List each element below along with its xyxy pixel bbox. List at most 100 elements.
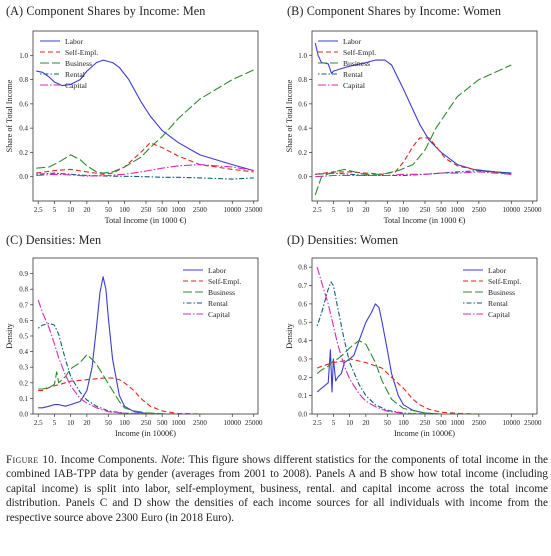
- x-tick-label: 250: [420, 419, 431, 427]
- series-line-rental: [36, 172, 254, 180]
- plot-frame: [32, 30, 259, 202]
- series-line-business: [38, 354, 179, 414]
- x-tick-label: 100: [398, 419, 409, 427]
- panel-a-prefix: (A): [6, 4, 24, 18]
- figure-title: Income Components.: [60, 454, 158, 466]
- x-tick-label: 10000: [503, 419, 521, 427]
- legend-label: Business: [488, 288, 515, 297]
- x-tick-label: 5: [53, 419, 57, 427]
- y-tick-label: 0.5: [298, 319, 307, 327]
- x-tick-label: 50: [105, 206, 113, 214]
- series-line-self-empl-: [316, 358, 479, 414]
- x-tick-label: 5: [332, 206, 336, 214]
- series-line-business: [36, 69, 254, 174]
- legend-label: Self-Empl.: [488, 277, 521, 286]
- legend-label: Labor: [208, 266, 227, 275]
- y-tick-label: 0.1: [19, 395, 28, 403]
- y-tick-label: 0.8: [298, 264, 307, 272]
- x-tick-label: 2.5: [313, 419, 322, 427]
- y-tick-label: 0.2: [298, 374, 307, 382]
- y-tick-label: 0.8: [298, 76, 307, 84]
- x-tick-label: 10: [346, 206, 354, 214]
- x-tick-label: 5: [332, 419, 336, 427]
- y-tick-label: 0.0: [19, 173, 28, 181]
- plot-frame: [311, 30, 538, 202]
- y-tick-label: 0.0: [298, 173, 307, 181]
- x-tick-label: 2500: [472, 206, 487, 214]
- x-tick-label: 25000: [524, 419, 542, 427]
- y-tick-label: 0.4: [298, 125, 307, 133]
- y-tick-label: 0.4: [19, 125, 28, 133]
- x-axis-label: Income (in 1000€): [394, 429, 455, 438]
- chart-b: 2.5 5 10 20 50 100 250 500 1000 2500 10000 25000 0.0…: [285, 30, 542, 225]
- panel-b-title: (B) Component Shares by Income: Women: [287, 4, 501, 19]
- legend-label: Rental: [343, 70, 363, 79]
- y-tick-label: 0.9: [19, 270, 28, 278]
- y-tick-label: 0.8: [19, 76, 28, 84]
- y-tick-label: 0.1: [298, 392, 307, 400]
- x-tick-label: 10: [346, 419, 354, 427]
- series-line-labor: [314, 42, 512, 174]
- x-tick-label: 1000: [171, 206, 186, 214]
- series-line-rental: [37, 322, 163, 414]
- y-axis-label: Share of Total Income: [285, 79, 294, 152]
- x-tick-label: 100: [119, 206, 130, 214]
- y-tick-label: 0.2: [19, 379, 28, 387]
- series-line-rental: [316, 281, 426, 414]
- x-tick-label: 25000: [245, 419, 263, 427]
- series-line-capital: [37, 299, 163, 414]
- x-tick-label: 20: [362, 206, 370, 214]
- y-tick-label: 0.3: [298, 355, 307, 363]
- y-tick-label: 0.6: [19, 100, 28, 108]
- x-tick-label: 250: [141, 206, 152, 214]
- legend-label: Rental: [65, 70, 85, 79]
- x-tick-label: 2500: [193, 419, 208, 427]
- legend-label: Business: [65, 59, 92, 68]
- y-tick-label: 0.3: [19, 364, 28, 372]
- panel-b-title-text: Component Shares by Income: Women: [306, 4, 502, 18]
- charts-canvas: 2.5 5 10 20 50 100 250 500 1000 2500 10000 250000.0…: [5, 30, 542, 438]
- panel-d-title-text: Densities: Women: [307, 233, 399, 247]
- x-tick-label: 250: [141, 419, 152, 427]
- chart-c: 2.5 5 10 20 50 100 250 500 1000 2500 10000 25000 0.0…: [5, 257, 263, 438]
- legend-label: Capital: [488, 310, 510, 319]
- y-tick-label: 0.8: [19, 286, 28, 294]
- y-tick-label: 0.7: [19, 301, 28, 309]
- series-line-labor: [36, 59, 254, 172]
- x-axis-label: Income (in 1000€): [115, 429, 176, 438]
- panel-d-title: (D) Densities: Women: [287, 233, 398, 248]
- x-tick-label: 250: [420, 206, 431, 214]
- y-axis-label: Density: [285, 322, 294, 348]
- series-line-rental: [315, 170, 512, 177]
- x-tick-label: 2.5: [34, 206, 43, 214]
- legend-label: Self-Empl.: [208, 277, 241, 286]
- series-line-self-empl-: [36, 142, 254, 175]
- series-line-capital: [316, 267, 426, 414]
- x-tick-label: 5: [53, 206, 57, 214]
- y-tick-label: 0.0: [298, 411, 307, 419]
- legend-label: Capital: [208, 310, 230, 319]
- panel-a-title-text: Component Shares by Income: Men: [26, 4, 206, 18]
- y-tick-label: 0.4: [298, 337, 307, 345]
- legend-label: Capital: [343, 81, 365, 90]
- series-line-self-empl-: [315, 137, 512, 175]
- series-line-business: [314, 64, 512, 196]
- x-tick-label: 50: [384, 206, 392, 214]
- x-tick-label: 50: [384, 419, 392, 427]
- panel-b-prefix: (B): [287, 4, 304, 18]
- x-tick-label: 1000: [450, 419, 465, 427]
- x-tick-label: 10000: [224, 419, 242, 427]
- x-tick-label: 20: [83, 419, 91, 427]
- y-tick-label: 0.2: [298, 149, 307, 157]
- series-line-business: [316, 340, 442, 414]
- y-tick-label: 0.2: [19, 149, 28, 157]
- x-tick-label: 2500: [193, 206, 208, 214]
- x-tick-label: 500: [436, 206, 447, 214]
- x-tick-label: 2.5: [34, 419, 43, 427]
- panel-c-title: (C) Densities: Men: [6, 233, 101, 248]
- y-tick-label: 0.7: [298, 282, 307, 290]
- chart-a: 2.5 5 10 20 50 100 250 500 1000 2500 10000 25000 0.0…: [5, 30, 263, 225]
- legend-label: Rental: [488, 299, 508, 308]
- series-line-capital: [315, 171, 512, 178]
- x-tick-label: 500: [157, 419, 168, 427]
